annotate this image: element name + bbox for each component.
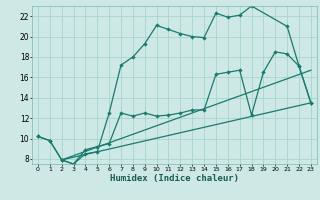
X-axis label: Humidex (Indice chaleur): Humidex (Indice chaleur)	[110, 174, 239, 183]
